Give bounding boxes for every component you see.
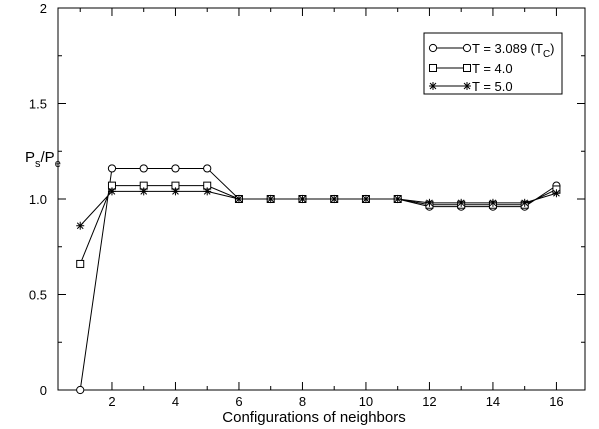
data-point-star <box>139 187 148 196</box>
data-point-star <box>457 198 466 207</box>
legend-label: T = 4.0 <box>472 61 513 76</box>
legend-box <box>423 32 563 95</box>
y-tick-label: 2 <box>40 1 47 16</box>
x-tick-label: 6 <box>235 394 242 409</box>
axis-ticks: 2 4 6 8 10 12 14 16 0 0.5 1.0 1.5 2 <box>29 1 585 409</box>
x-tick-label: 10 <box>359 394 373 409</box>
y-tick-label: 1.5 <box>29 97 47 112</box>
data-point-star <box>330 195 339 203</box>
y-tick-label: 0 <box>40 383 47 398</box>
series-line-2 <box>79 185 557 265</box>
x-tick-label: 12 <box>422 394 436 409</box>
data-point-circle <box>76 385 85 395</box>
data-point-star <box>266 195 275 203</box>
data-point-star <box>393 195 402 203</box>
data-point-circle <box>203 164 212 173</box>
data-point-star <box>234 195 243 203</box>
x-tick-label: 8 <box>299 394 306 409</box>
legend-marker-star <box>429 82 437 90</box>
data-point-star <box>171 187 180 196</box>
y-axis-label: Ps/Pe <box>25 149 61 170</box>
data-point-star <box>76 221 85 230</box>
x-tick-label: 16 <box>549 394 563 409</box>
data-point-square <box>76 259 85 268</box>
data-point-circle <box>139 164 148 173</box>
data-point-star <box>298 195 307 203</box>
data-point-star <box>361 195 370 203</box>
legend: T = 3.089 (TC)T = 4.0 T = 5.0 <box>423 32 563 95</box>
data-point-star <box>203 187 212 196</box>
data-point-star <box>107 187 116 196</box>
data-point-circle <box>107 164 117 173</box>
legend-marker-circle <box>428 43 438 53</box>
x-tick-label: 4 <box>172 394 179 409</box>
y-tick-label: 0.5 <box>29 288 47 303</box>
x-axis-label: Configurations of neighbors <box>222 409 405 426</box>
data-point-star <box>425 198 434 207</box>
legend-marker-star <box>463 82 471 90</box>
legend-label: T = 3.089 (TC) <box>472 41 555 60</box>
legend-label: T = 5.0 <box>472 79 513 94</box>
data-point-star <box>488 198 497 207</box>
data-point-star <box>520 198 529 207</box>
x-tick-label: 14 <box>486 394 500 409</box>
y-tick-label: 1.0 <box>29 192 47 207</box>
series-layer <box>76 164 561 395</box>
series-line-1 <box>79 167 557 391</box>
series-line-3 <box>79 190 557 227</box>
legend-marker-square <box>463 64 471 72</box>
x-tick-label: 2 <box>108 394 115 409</box>
data-point-circle <box>171 164 180 173</box>
legend-marker-square <box>429 64 437 72</box>
legend-marker-circle <box>462 43 472 53</box>
data-point-star <box>552 189 561 198</box>
